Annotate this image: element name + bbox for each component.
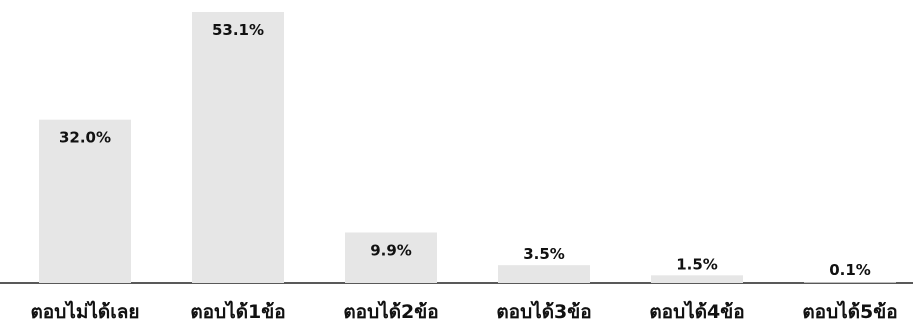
category-label-4: ตอบได้4ข้อ [649, 300, 744, 323]
bar-2 [345, 232, 437, 283]
category-labels-group: ตอบไม่ได้เลย ตอบได้1ข้อ ตอบได้2ข้อ ตอบได้3ข… [30, 300, 897, 323]
bar-5 [804, 282, 896, 283]
bar-1 [192, 12, 284, 283]
value-label-2: 9.9% [370, 241, 412, 259]
value-label-4: 1.5% [676, 255, 718, 273]
value-label-0: 32.0% [59, 129, 111, 147]
value-label-3: 3.5% [523, 245, 565, 263]
bar-0 [39, 119, 131, 283]
category-label-2: ตอบได้2ข้อ [343, 300, 438, 323]
bars-group [39, 12, 896, 283]
category-label-0: ตอบไม่ได้เลย [30, 300, 139, 323]
value-labels-group: 32.0% 53.1% 9.9% 3.5% 1.5% 0.1% [59, 21, 871, 279]
value-label-1: 53.1% [212, 21, 264, 39]
category-label-1: ตอบได้1ข้อ [190, 300, 285, 323]
category-label-5: ตอบได้5ข้อ [802, 300, 897, 323]
bar-4 [651, 275, 743, 283]
bar-3 [498, 265, 590, 283]
value-label-5: 0.1% [829, 261, 871, 279]
category-label-3: ตอบได้3ข้อ [496, 300, 591, 323]
